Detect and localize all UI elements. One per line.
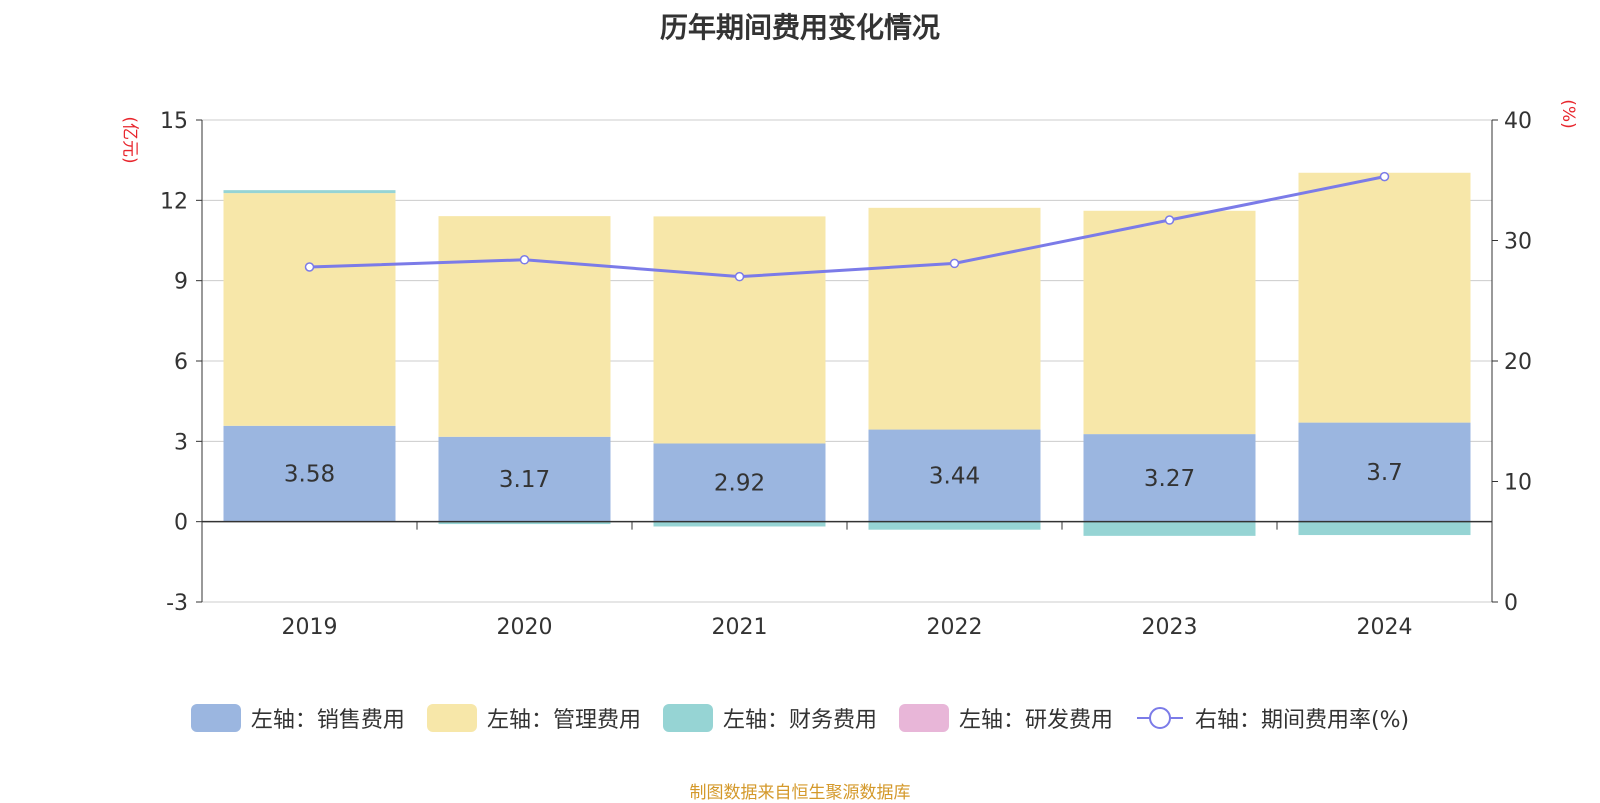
bar-layer — [223, 172, 1471, 536]
bar-segment — [223, 190, 396, 194]
left-axis-tick-label: 6 — [174, 350, 188, 375]
right-axis-tick-label: 40 — [1504, 109, 1532, 134]
legend-item-rnd[interactable]: 左轴：研发费用 — [898, 702, 1113, 734]
x-axis-tick-label: 2024 — [1357, 615, 1413, 640]
left-axis-tick-label: 3 — [174, 430, 188, 455]
bar-segment — [868, 521, 1041, 530]
legend-item-sales[interactable]: 左轴：销售费用 — [190, 702, 405, 734]
right-axis-tick-label: 10 — [1504, 471, 1532, 496]
x-axis-tick-label: 2020 — [497, 615, 553, 640]
bar-segment — [1298, 172, 1471, 423]
x-axis-tick-label: 2022 — [927, 615, 983, 640]
data-label: 3.27 — [1144, 466, 1195, 492]
bar-segment — [1083, 210, 1256, 435]
legend-label-rnd: 左轴：研发费用 — [958, 708, 1113, 733]
right-axis-tick-label: 20 — [1504, 350, 1532, 375]
legend-item-finance[interactable]: 左轴：财务费用 — [662, 702, 877, 734]
bar-segment — [653, 521, 826, 527]
expense-rate-point — [734, 271, 745, 282]
data-label: 2.92 — [714, 471, 765, 497]
bar-segment — [438, 521, 611, 525]
legend-swatch-expense-rate — [1136, 707, 1183, 729]
chart-title: 历年期间费用变化情况 — [659, 11, 940, 44]
axis-layer: -3 0 3 6 9 12 15 0 10 20 30 40 2019 2020 2021 2022 2023 2… — [160, 109, 1532, 640]
bar-segment — [653, 216, 826, 444]
left-axis-tick-label: 9 — [174, 270, 188, 295]
data-source-note: 制图数据来自恒生聚源数据库 — [689, 783, 911, 803]
x-axis-tick-label: 2023 — [1142, 615, 1198, 640]
right-axis-tick-label: 0 — [1504, 591, 1518, 616]
expense-rate-point — [949, 258, 960, 269]
left-axis-tick-label: 15 — [160, 109, 188, 134]
legend-label-sales: 左轴：销售费用 — [250, 708, 405, 733]
expense-rate-point — [304, 262, 315, 272]
bar-segment — [223, 193, 396, 426]
expense-rate-point — [1164, 215, 1175, 225]
bar-segment — [438, 436, 611, 522]
legend: 左轴：销售费用 左轴：管理费用 左轴：财务费用 左轴：研发费用 右轴：期间费用率… — [0, 702, 1600, 734]
line-layer — [304, 171, 1390, 282]
legend-label-expense-rate: 右轴：期间费用率(%) — [1194, 708, 1410, 733]
legend-swatch-admin — [426, 704, 477, 732]
data-label: 3.17 — [499, 467, 550, 493]
x-axis-tick-label: 2019 — [282, 615, 338, 640]
right-axis-tick-label: 30 — [1504, 230, 1532, 255]
bar-segment — [223, 425, 396, 522]
legend-swatch-sales — [190, 704, 241, 732]
bar-segment — [653, 443, 826, 522]
data-label: 3.44 — [929, 464, 980, 490]
x-axis-tick-label: 2021 — [712, 615, 768, 640]
legend-label-admin: 左轴：管理费用 — [486, 708, 641, 733]
bar-segment — [1083, 521, 1256, 536]
label-layer: 3.58 3.17 2.92 3.44 3.27 3.7 — [284, 460, 1403, 496]
legend-swatch-rnd — [898, 704, 949, 732]
left-axis-tick-label: 12 — [160, 189, 188, 214]
expense-rate-point — [519, 255, 530, 265]
left-axis-tick-label: -3 — [166, 591, 188, 616]
expense-rate-line — [309, 175, 1385, 279]
bar-segment — [868, 207, 1041, 430]
bar-segment — [1298, 521, 1471, 536]
bar-segment — [1083, 434, 1256, 522]
left-axis-tick-label: 0 — [174, 511, 188, 536]
bar-segment — [1298, 422, 1471, 522]
data-label: 3.7 — [1366, 460, 1403, 486]
bar-segment — [868, 429, 1041, 522]
legend-label-finance: 左轴：财务费用 — [722, 708, 877, 733]
data-label: 3.58 — [284, 462, 335, 488]
bar-segment — [438, 216, 611, 437]
legend-item-admin[interactable]: 左轴：管理费用 — [426, 702, 641, 734]
legend-swatch-finance — [662, 704, 713, 732]
legend-item-expense-rate[interactable]: 右轴：期间费用率(%) — [1135, 702, 1409, 734]
expense-rate-point — [1379, 171, 1390, 182]
grid-layer — [202, 119, 1492, 603]
